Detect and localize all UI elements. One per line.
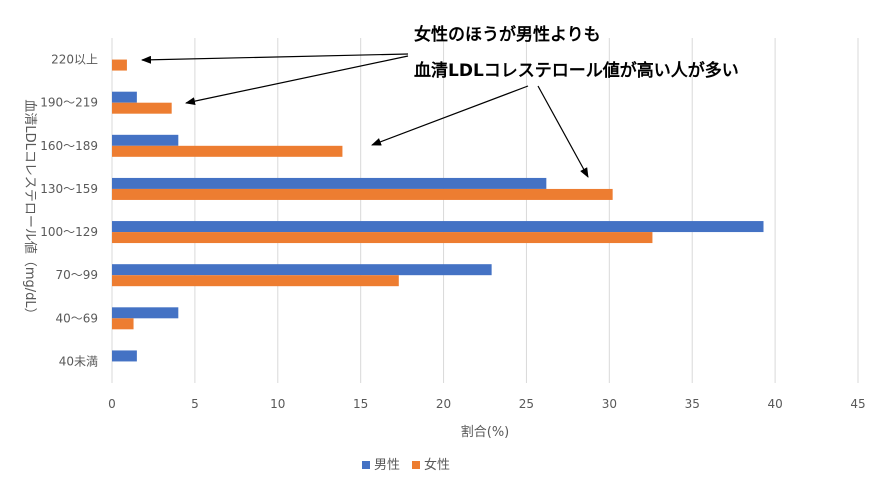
x-tick-label: 15 — [353, 397, 368, 411]
x-tick-label: 10 — [270, 397, 285, 411]
x-axis-title: 割合(%) — [461, 424, 510, 440]
legend-swatch — [362, 461, 370, 469]
annotation-arrows — [141, 53, 589, 178]
annotation-line-2: 血清LDLコレステロール値が高い人が多い — [414, 60, 739, 81]
y-tick-label: 40〜69 — [55, 311, 98, 325]
bar-female — [112, 145, 343, 157]
bar-female — [112, 188, 613, 200]
y-axis-title: 血清LDLコレステロール値（mg/dL） — [22, 99, 38, 320]
x-tick-label: 30 — [602, 397, 617, 411]
x-tick-label: 45 — [850, 397, 865, 411]
legend-label: 男性 — [374, 458, 400, 473]
bar-female — [112, 232, 653, 244]
x-tick-label: 20 — [436, 397, 451, 411]
bar-female — [112, 318, 134, 330]
arrow-130 — [537, 85, 589, 178]
legend-label: 女性 — [424, 457, 450, 473]
bar-male — [112, 221, 764, 233]
bar-female — [112, 275, 399, 287]
y-tick-label: 220以上 — [51, 53, 98, 67]
y-tick-label: 160〜189 — [40, 139, 98, 153]
bar-male — [112, 91, 137, 103]
legend-swatch — [412, 461, 420, 469]
y-tick-label: 100〜129 — [40, 225, 98, 239]
bar-female — [112, 59, 127, 71]
bar-male — [112, 307, 179, 319]
bar-female — [112, 102, 172, 114]
y-tick-label: 70〜99 — [55, 268, 98, 282]
arrow-190 — [185, 55, 409, 106]
bar-male — [112, 350, 137, 362]
arrow-160 — [371, 85, 529, 146]
y-tick-label: 40未満 — [59, 354, 98, 368]
y-tick-label: 190〜219 — [40, 96, 98, 110]
bar-male — [112, 177, 547, 189]
gridlines — [111, 38, 859, 383]
legend: 男性 女性 — [362, 457, 450, 473]
annotation-line-1: 女性のほうが男性よりも — [414, 24, 601, 45]
x-tick-label: 35 — [685, 397, 700, 411]
bar-male — [112, 134, 179, 146]
x-tick-label: 0 — [108, 397, 116, 411]
x-tick-label: 5 — [191, 397, 199, 411]
bars — [112, 59, 764, 362]
y-tick-labels: 220以上 190〜219 160〜189 130〜159 100〜129 70〜99 40… — [40, 53, 98, 369]
bar-male — [112, 264, 492, 276]
x-tick-label: 40 — [767, 397, 782, 411]
annotation: 女性のほうが男性よりも 血清LDLコレステロール値が高い人が多い — [414, 24, 739, 81]
arrow-220 — [141, 53, 409, 64]
x-tick-labels: 0 5 10 15 20 25 30 35 40 45 — [108, 397, 865, 411]
x-tick-label: 25 — [519, 397, 534, 411]
y-tick-label: 130〜159 — [40, 182, 98, 196]
